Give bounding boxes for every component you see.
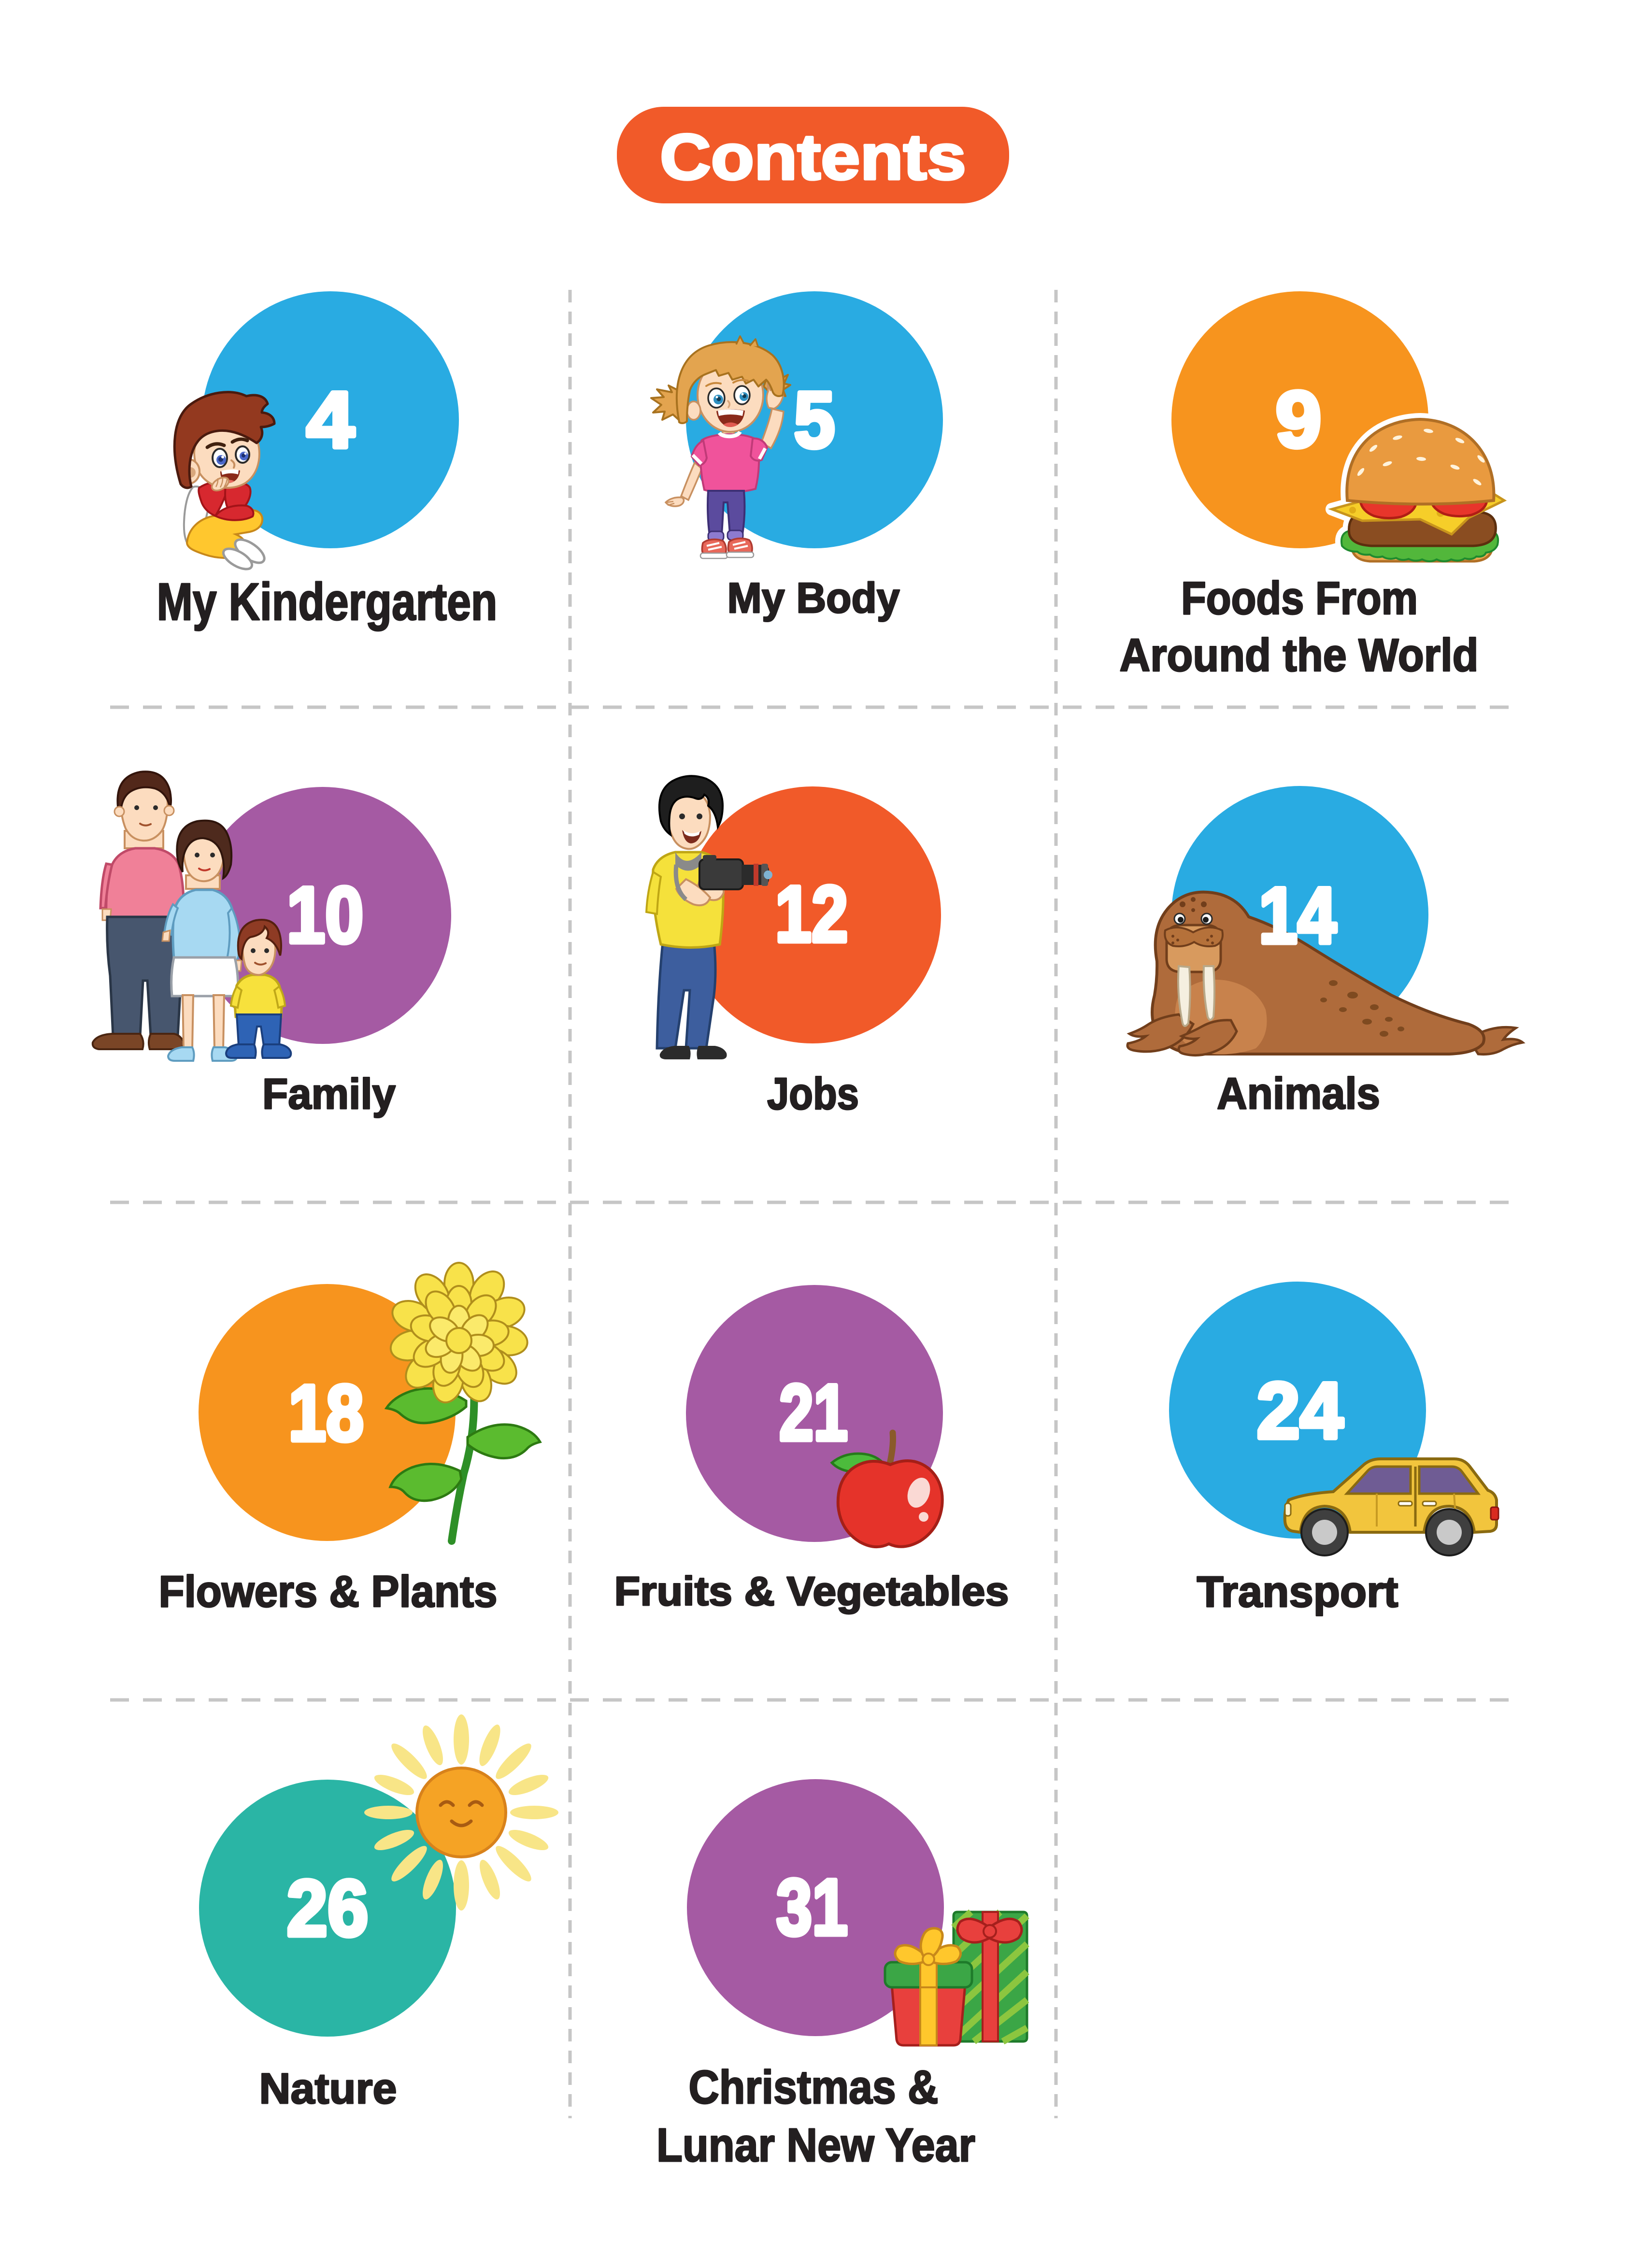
svg-text:21: 21 xyxy=(779,1368,848,1457)
svg-text:My Kindergarten: My Kindergarten xyxy=(157,572,498,631)
svg-text:4: 4 xyxy=(307,375,355,464)
svg-text:10: 10 xyxy=(287,870,364,959)
svg-text:9: 9 xyxy=(1276,375,1322,464)
svg-text:Fruits & Vegetables: Fruits & Vegetables xyxy=(614,1569,1009,1614)
svg-text:My Body: My Body xyxy=(727,574,900,622)
svg-text:12: 12 xyxy=(775,870,848,958)
svg-text:26: 26 xyxy=(287,1864,369,1953)
svg-text:31: 31 xyxy=(776,1863,848,1952)
svg-text:24: 24 xyxy=(1257,1366,1343,1455)
svg-text:5: 5 xyxy=(794,375,835,464)
svg-text:Nature: Nature xyxy=(259,2064,397,2112)
svg-text:Family: Family xyxy=(262,1070,396,1118)
svg-text:Flowers & Plants: Flowers & Plants xyxy=(159,1567,498,1616)
svg-text:Contents: Contents xyxy=(660,121,966,193)
svg-text:18: 18 xyxy=(288,1369,364,1457)
svg-text:Christmas &: Christmas & xyxy=(689,2061,939,2113)
svg-text:Animals: Animals xyxy=(1217,1069,1380,1118)
svg-text:Transport: Transport xyxy=(1197,1568,1398,1616)
svg-text:14: 14 xyxy=(1259,871,1337,960)
svg-text:Lunar New Year: Lunar New Year xyxy=(656,2119,975,2171)
svg-text:Jobs: Jobs xyxy=(767,1069,859,1119)
svg-text:Foods From: Foods From xyxy=(1181,572,1418,624)
svg-text:Around the World: Around the World xyxy=(1120,629,1479,681)
